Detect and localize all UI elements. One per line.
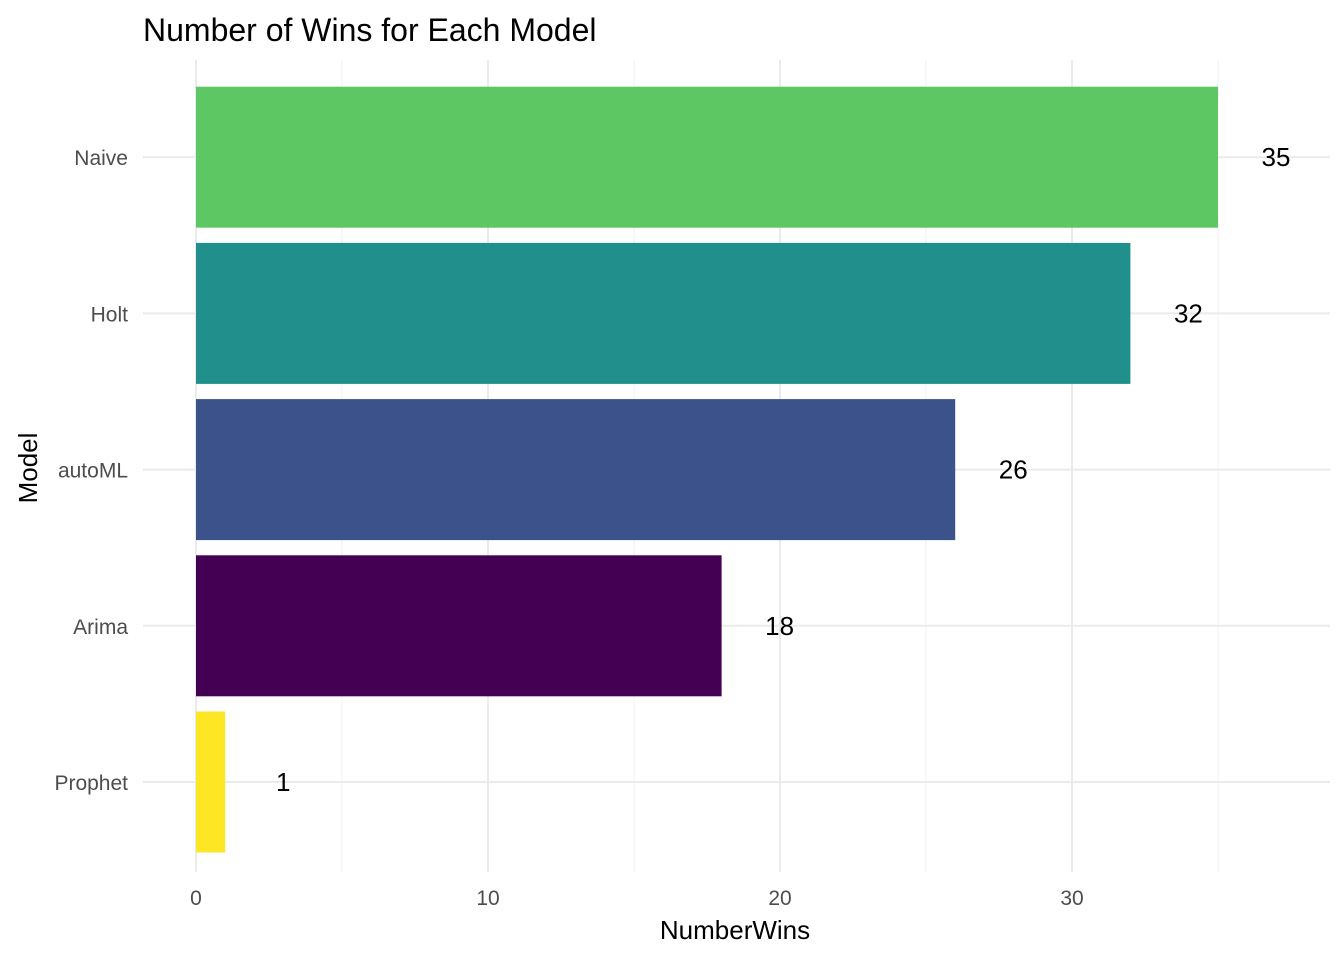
y-tick-label-automl: autoML xyxy=(58,460,128,483)
data-label-holt: 32 xyxy=(1174,298,1203,328)
data-label-prophet: 1 xyxy=(276,767,290,797)
x-tick-label-20: 20 xyxy=(768,887,791,910)
bar-holt xyxy=(196,242,1131,384)
x-tick-label-30: 30 xyxy=(1060,887,1083,910)
y-axis-tick-labels: Prophet Arima autoML Holt Naive xyxy=(54,147,128,795)
x-tick-label-0: 0 xyxy=(190,887,202,910)
data-label-automl: 26 xyxy=(999,455,1028,485)
x-tick-label-10: 10 xyxy=(476,887,499,910)
data-label-arima: 18 xyxy=(765,611,794,641)
y-axis-title: Model xyxy=(13,433,43,504)
x-axis-title: NumberWins xyxy=(660,915,810,945)
y-tick-label-naive: Naive xyxy=(74,147,128,170)
bar-naive xyxy=(196,86,1218,228)
y-tick-label-holt: Holt xyxy=(91,303,129,326)
bar-prophet xyxy=(196,711,226,853)
bar-arima xyxy=(196,555,722,697)
data-label-naive: 35 xyxy=(1262,142,1291,172)
y-tick-label-arima: Arima xyxy=(73,616,128,639)
data-labels: 1 18 26 32 35 xyxy=(276,142,1290,797)
y-tick-label-prophet: Prophet xyxy=(54,772,128,795)
x-axis-tick-labels: 0 10 20 30 xyxy=(190,887,1084,910)
bar-automl xyxy=(196,399,956,541)
chart-title: Number of Wins for Each Model xyxy=(143,12,597,48)
bars xyxy=(196,86,1218,853)
